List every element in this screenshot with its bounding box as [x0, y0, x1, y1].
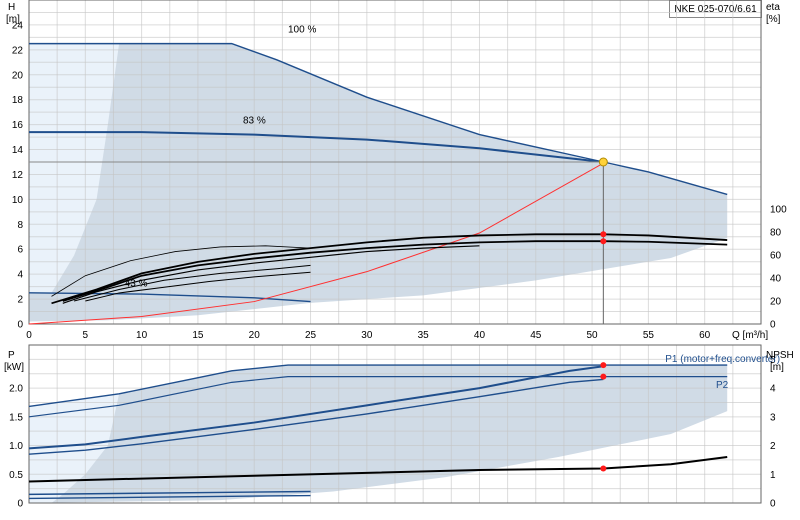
operating-range-region: [29, 43, 728, 322]
y-tick-label: 18: [12, 95, 24, 106]
speed-label: 43 %: [125, 279, 148, 290]
y-tick-label: 2: [17, 295, 23, 306]
power-range-region: [29, 365, 728, 503]
y2-tick-label: 0: [770, 320, 776, 331]
eta-marker: [600, 238, 607, 245]
x-tick-label: 20: [249, 330, 261, 341]
power-marker: [600, 362, 607, 369]
y-tick-label: 10: [12, 195, 24, 206]
y-tick-label: 6: [17, 245, 23, 256]
x-tick-label: 40: [474, 330, 486, 341]
npsh-tick-label: 5: [770, 355, 776, 366]
y-tick-label: 14: [12, 145, 24, 156]
y2-tick-label: 80: [770, 228, 782, 239]
y2-tick-label: 60: [770, 251, 782, 262]
eta-axis-label: eta: [766, 2, 780, 13]
series-p1-43: [28, 490, 311, 496]
x-tick-label: 25: [305, 330, 317, 341]
y-tick-label: 12: [12, 170, 24, 181]
min-speed-region: [29, 43, 120, 293]
flow-axis-unit: Q [m³/h]: [732, 330, 768, 341]
power-tick-label: 1.0: [9, 441, 23, 452]
y-tick-label: 16: [12, 120, 24, 131]
npsh-tick-label: 1: [770, 470, 776, 481]
series-p1-op: [28, 365, 604, 450]
power-plot-area: 0 0.5 1.0 1.5 2.0 0 1 2 3 4 5P1 (motor+freq.conver…: [9, 344, 780, 510]
y-tick-label: 24: [12, 20, 24, 31]
series-p1-100: [28, 364, 728, 408]
head-plot-area: 0 5 10 15 20 25 30 35 40 45 50 55 600246810121416182…: [12, 0, 787, 341]
y2-tick-label: 40: [770, 274, 782, 285]
head-axis-label: H: [8, 2, 15, 13]
power-series-label: P2: [716, 380, 729, 391]
power-tick-label: 1.5: [9, 412, 23, 423]
series-system-curve: [28, 162, 604, 325]
series-npsh: [28, 456, 728, 483]
x-tick-label: 5: [83, 330, 89, 341]
y2-tick-label: 100: [770, 205, 787, 216]
power-min-region: [29, 393, 120, 503]
npsh-tick-label: 0: [770, 499, 776, 510]
x-tick-label: 30: [361, 330, 373, 341]
series-eta-43b: [85, 271, 311, 302]
y-tick-label: 4: [17, 270, 23, 281]
x-tick-label: 45: [530, 330, 542, 341]
duty-point-marker: [598, 157, 608, 167]
eta-marker: [600, 231, 607, 238]
x-tick-label: 50: [587, 330, 599, 341]
y-tick-label: 20: [12, 70, 24, 81]
y-tick-label: 22: [12, 45, 24, 56]
y2-tick-label: 20: [770, 297, 782, 308]
series-head-100: [29, 42, 728, 196]
series-p2-43: [28, 494, 311, 500]
npsh-axis-label: NPSH: [766, 350, 794, 361]
series-head-83: [29, 131, 604, 163]
npsh-axis-unit: [m]: [770, 362, 784, 373]
x-tick-label: 10: [136, 330, 148, 341]
y-tick-label: 8: [17, 220, 23, 231]
power-tick-label: 0: [17, 499, 23, 510]
power-marker: [600, 373, 607, 380]
npsh-tick-label: 3: [770, 412, 776, 423]
power-axis-unit: [kW]: [4, 362, 24, 373]
series-p2-100: [28, 376, 728, 418]
head-axis-unit: [m]: [6, 14, 20, 25]
series-p2-op: [28, 378, 604, 455]
power-marker: [600, 465, 607, 472]
power-tick-label: 2.0: [9, 384, 23, 395]
x-tick-label: 60: [699, 330, 711, 341]
series-eta-43: [51, 245, 311, 297]
npsh-tick-label: 4: [770, 384, 776, 395]
power-series-label: P1 (motor+freq.converter): [665, 354, 780, 365]
x-tick-label: 0: [26, 330, 32, 341]
x-tick-label: 55: [643, 330, 655, 341]
speed-label: 100 %: [288, 24, 316, 35]
npsh-tick-label: 2: [770, 441, 776, 452]
x-tick-label: 15: [192, 330, 204, 341]
power-plot-frame: [28, 344, 762, 504]
eta-axis-unit: [%]: [766, 14, 781, 25]
speed-label: 83 %: [243, 115, 266, 126]
series-eta-83: [62, 245, 480, 304]
x-tick-label: 35: [418, 330, 430, 341]
power-axis-label: P: [8, 350, 15, 361]
series-eta-83b: [73, 264, 311, 302]
y-tick-label: 0: [17, 320, 23, 331]
power-tick-label: 0.5: [9, 470, 23, 481]
